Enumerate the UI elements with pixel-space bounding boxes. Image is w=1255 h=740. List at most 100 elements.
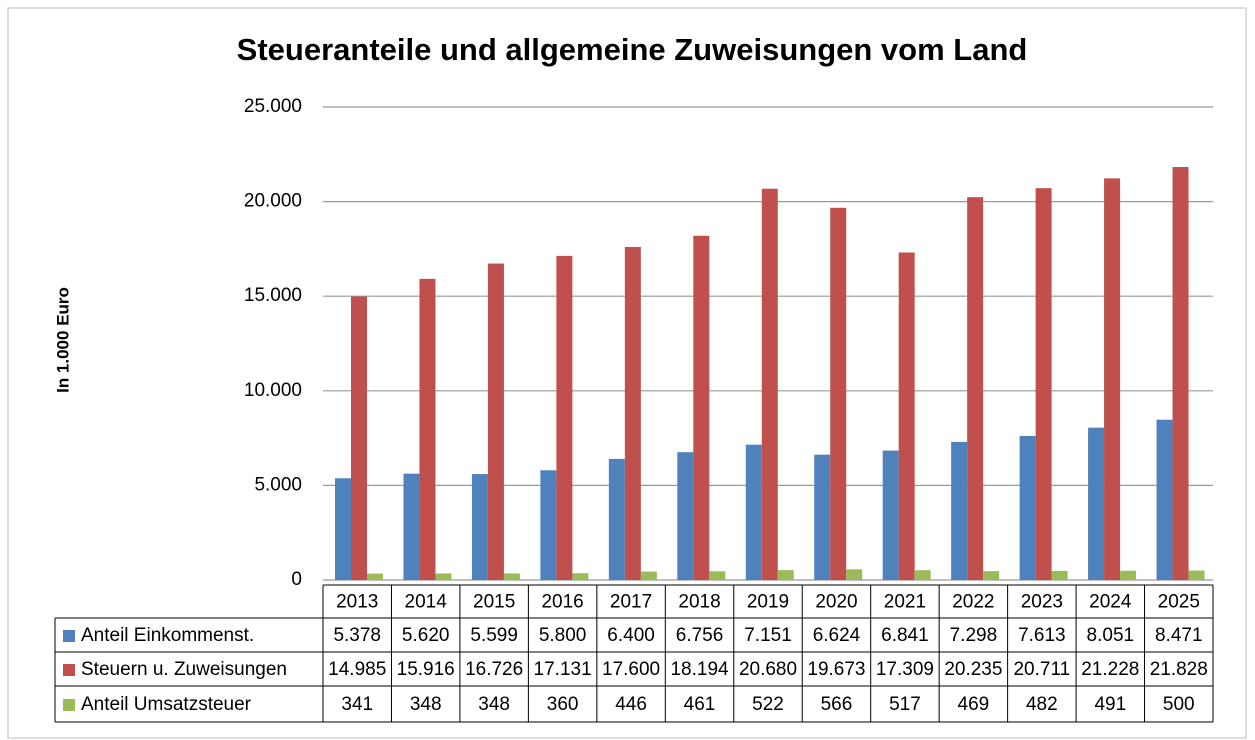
bar [435,573,452,580]
table-value: 469 [958,694,990,715]
legend-label: Anteil Einkommenst. [81,625,254,646]
bar [1035,188,1052,580]
y-tick-label: 15.000 [244,285,302,306]
table-value: 14.985 [328,659,386,680]
bar [846,569,863,580]
table-value: 5.800 [539,625,587,646]
bar [693,235,710,580]
legend-label: Steuern u. Zuweisungen [81,659,287,680]
table-value: 6.624 [813,625,861,646]
x-tick-label: 2016 [541,592,583,613]
bar [1120,570,1137,580]
bar [951,441,968,580]
bar [351,296,367,580]
legend-label: Anteil Umsatzsteuer [81,694,252,715]
bar [608,458,625,580]
y-tick-label: 25.000 [244,96,302,117]
table-value: 20.235 [944,659,1002,680]
table-value: 21.828 [1150,659,1208,680]
chart-title: Steueranteile und allgemeine Zuweisungen… [237,32,1028,67]
bar [403,473,420,580]
table-value: 15.916 [397,659,455,680]
bar [814,454,831,580]
x-tick-label: 2014 [405,592,448,613]
bar [761,188,778,580]
table-value: 8.051 [1087,625,1135,646]
y-tick-label: 5.000 [254,474,302,495]
bar [983,571,1000,580]
x-tick-label: 2022 [952,592,994,613]
x-tick-label: 2024 [1089,592,1132,613]
bar [540,470,557,580]
table-value: 7.151 [744,625,792,646]
table-value: 8.471 [1155,625,1203,646]
bar [419,278,436,580]
table-value: 341 [341,694,373,715]
table-value: 491 [1094,694,1126,715]
table-value: 360 [547,694,579,715]
table-value: 7.613 [1018,625,1066,646]
table-value: 6.756 [676,625,724,646]
y-tick-label: 20.000 [244,191,302,212]
bar [1156,419,1173,580]
table-value: 461 [684,694,716,715]
table-value: 566 [821,694,853,715]
y-tick-label: 0 [291,569,302,590]
bar [1088,427,1105,580]
table-value: 21.228 [1081,659,1139,680]
bar [1019,435,1036,580]
table-value: 17.600 [602,659,660,680]
bar [898,252,915,580]
table-value: 20.680 [739,659,797,680]
bar [677,452,694,580]
legend-swatch [63,664,75,676]
x-tick-label: 2020 [815,592,857,613]
bar [556,255,573,581]
bar [487,263,504,580]
table-value: 6.841 [881,625,929,646]
legend-swatch [63,630,75,642]
table-value: 6.400 [607,625,655,646]
bar [1104,178,1121,580]
bar [745,444,762,580]
y-axis-label: In 1.000 Euro [53,287,72,393]
bar [1188,570,1205,580]
bar [1172,167,1189,581]
x-tick-label: 2019 [747,592,789,613]
table-value: 17.131 [534,659,592,680]
table-value: 517 [889,694,921,715]
bar [777,570,794,580]
bar [967,197,984,580]
table-value: 17.309 [876,659,934,680]
x-tick-label: 2017 [610,592,652,613]
table-value: 500 [1163,694,1195,715]
table-value: 5.599 [470,625,518,646]
table-value: 16.726 [465,659,523,680]
bar [367,573,383,580]
table-value: 482 [1026,694,1058,715]
legend-swatch [63,699,75,711]
x-tick-label: 2021 [884,592,926,613]
table-value: 446 [615,694,647,715]
bar [1051,570,1068,580]
bar [471,474,488,580]
table-value: 19.673 [807,659,865,680]
bar [572,573,589,580]
table-value: 7.298 [950,625,998,646]
bar [914,570,931,580]
table-value: 18.194 [670,659,729,680]
y-tick-label: 10.000 [244,380,302,401]
bar [624,247,641,580]
table-value: 5.620 [402,625,450,646]
bar [335,478,351,580]
bar [882,450,899,580]
bar [830,207,847,580]
x-tick-label: 2023 [1021,592,1063,613]
table-value: 522 [752,694,784,715]
bar [503,573,520,580]
x-tick-label: 2025 [1158,592,1200,613]
table-value: 5.378 [333,625,381,646]
x-tick-label: 2018 [678,592,720,613]
x-tick-label: 2013 [336,592,378,613]
